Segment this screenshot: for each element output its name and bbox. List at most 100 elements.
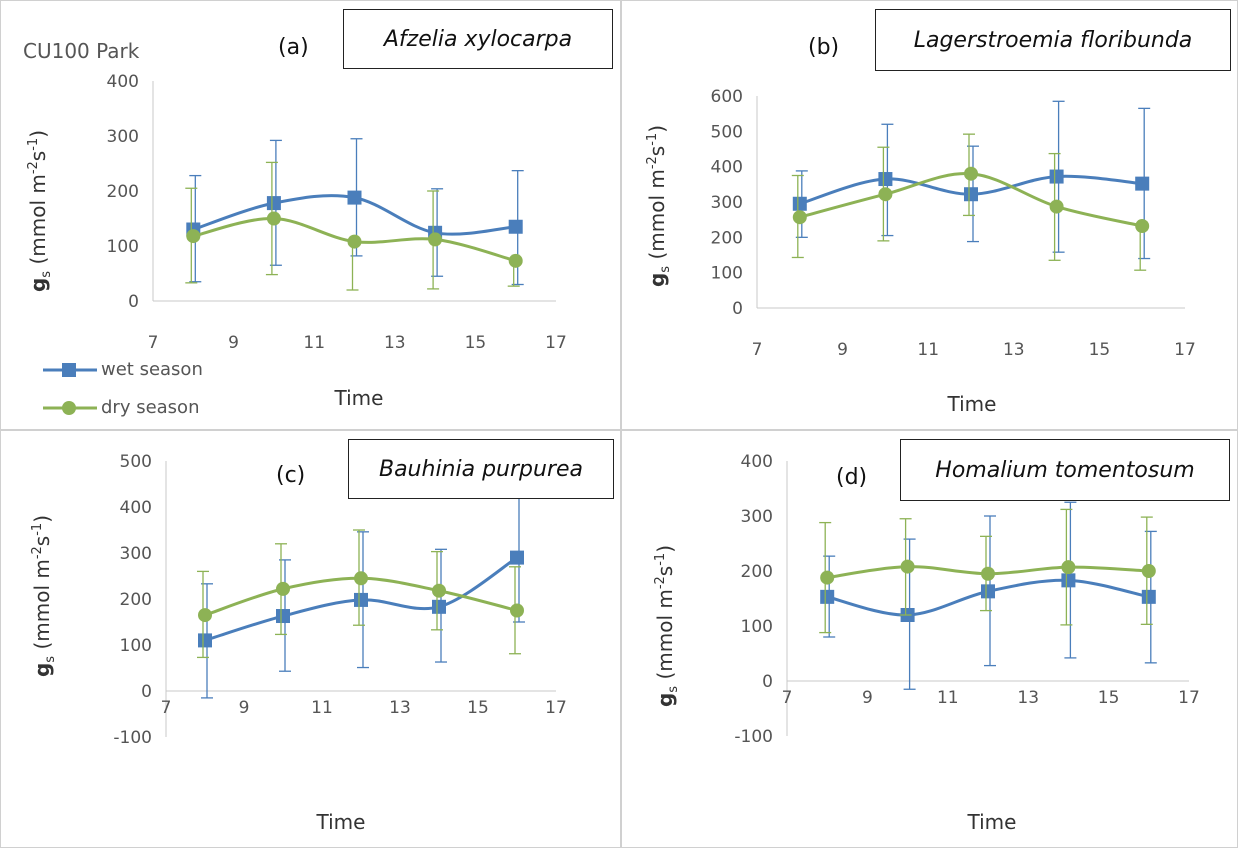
x-tick-label: 11 bbox=[303, 333, 325, 353]
y-tick-label: -100 bbox=[734, 727, 773, 747]
wet-season-point bbox=[347, 190, 362, 205]
wet-season-point bbox=[964, 187, 978, 202]
wet-season-point bbox=[981, 584, 995, 599]
dry-season-point bbox=[792, 210, 807, 225]
dry-season-point bbox=[900, 559, 915, 574]
dry-season-point bbox=[186, 229, 201, 244]
y-tick-label: 200 bbox=[107, 182, 139, 202]
wet-season-point bbox=[276, 609, 290, 624]
chart-panel-c: -100 0 100 200 300 400 500 7 9 11 13 15 17 Time gs (mm… bbox=[0, 430, 621, 848]
y-tick-label: 200 bbox=[120, 590, 152, 610]
dry-season-point bbox=[432, 583, 446, 598]
x-tick-label: 9 bbox=[228, 333, 239, 353]
dry-season-point bbox=[981, 566, 995, 581]
x-tick-label: 7 bbox=[148, 333, 159, 353]
dry-season-point bbox=[198, 608, 212, 623]
x-tick-label: 11 bbox=[917, 340, 939, 360]
dry-season-point bbox=[1061, 560, 1076, 575]
dry-season-point bbox=[266, 211, 281, 226]
y-tick-label: 300 bbox=[711, 193, 743, 213]
species-box-d: Homalium tomentosum bbox=[900, 439, 1230, 501]
y-tick-label: 400 bbox=[711, 158, 743, 178]
panel-letter-d: (d) bbox=[836, 465, 868, 490]
panel-letter-a: (a) bbox=[278, 35, 309, 60]
dry-season-point bbox=[508, 253, 523, 268]
x-axis-label: Time bbox=[967, 810, 1017, 834]
wet-season-point bbox=[1061, 573, 1076, 588]
wet-season-point bbox=[508, 219, 523, 234]
y-tick-label: 400 bbox=[120, 498, 152, 518]
x-tick-label: 9 bbox=[862, 688, 873, 708]
x-tick-label: 17 bbox=[545, 698, 567, 718]
legend-item-dry: dry season bbox=[41, 397, 199, 418]
wet-season-point bbox=[820, 589, 835, 604]
x-tick-label: 15 bbox=[467, 698, 489, 718]
y-tick-label: 500 bbox=[120, 452, 152, 472]
legend-item-wet: wet season bbox=[41, 359, 203, 380]
y-tick-label: 0 bbox=[141, 682, 152, 702]
y-tick-label: 100 bbox=[711, 264, 743, 284]
y-tick-label: 200 bbox=[711, 228, 743, 248]
wet-season-point bbox=[1135, 176, 1150, 191]
dry-season-point bbox=[878, 187, 893, 202]
y-tick-label: 500 bbox=[711, 122, 743, 142]
y-tick-label: 300 bbox=[120, 544, 152, 564]
wet-season-point bbox=[1141, 589, 1156, 604]
wet-season-point bbox=[792, 196, 807, 211]
y-tick-label: 300 bbox=[741, 507, 773, 527]
y-tick-label: 400 bbox=[107, 72, 139, 92]
chart-svg-d: -100 0 100 200 300 400 7 9 11 13 15 17 Time gs (mmol … bbox=[653, 452, 1200, 834]
y-tick-label: 600 bbox=[711, 87, 743, 107]
y-axis-label: gs (mmol m-2s-1) bbox=[645, 125, 673, 287]
x-axis-label: Time bbox=[334, 386, 384, 410]
wet-season-point bbox=[878, 172, 893, 187]
y-tick-label: 100 bbox=[741, 617, 773, 637]
x-tick-label: 13 bbox=[389, 698, 411, 718]
x-tick-label: 9 bbox=[837, 340, 848, 360]
y-tick-label: 400 bbox=[741, 452, 773, 472]
legend-wet-label: wet season bbox=[101, 359, 203, 380]
y-tick-label: 200 bbox=[741, 562, 773, 582]
dry-season-point bbox=[964, 166, 978, 181]
y-tick-label: 100 bbox=[107, 237, 139, 257]
wet-season-point bbox=[1049, 169, 1064, 184]
chart-svg-c: -100 0 100 200 300 400 500 7 9 11 13 15 17 Time gs (mm… bbox=[30, 452, 567, 834]
x-tick-label: 7 bbox=[752, 340, 763, 360]
site-label: CU100 Park bbox=[23, 39, 140, 63]
y-tick-label: 0 bbox=[128, 292, 139, 312]
x-tick-label: 9 bbox=[239, 698, 250, 718]
chart-svg-b: 0 100 200 300 400 500 600 7 9 11 13 15 17 Time gs (mmo… bbox=[645, 87, 1196, 416]
legend-wet-symbol bbox=[43, 362, 97, 377]
x-tick-label: 15 bbox=[1089, 340, 1111, 360]
dry-season-point bbox=[820, 570, 835, 585]
dry-season-point bbox=[1049, 199, 1064, 214]
species-box-c: Bauhinia purpurea bbox=[348, 439, 614, 499]
y-axis-label: gs (mmol m-2s-1) bbox=[26, 130, 54, 292]
x-tick-label: 15 bbox=[465, 333, 487, 353]
chart-panel-d: -100 0 100 200 300 400 7 9 11 13 15 17 Time gs (mmol … bbox=[621, 430, 1238, 848]
species-box-a: Afzelia xylocarpa bbox=[343, 9, 613, 69]
y-tick-label: 100 bbox=[120, 636, 152, 656]
x-tick-label: 11 bbox=[937, 688, 959, 708]
x-tick-label: 11 bbox=[311, 698, 333, 718]
x-tick-label: 13 bbox=[1003, 340, 1025, 360]
dry-season-point bbox=[347, 234, 362, 249]
y-tick-label: 0 bbox=[732, 299, 743, 319]
dry-season-point bbox=[428, 232, 443, 247]
legend-dry-label: dry season bbox=[101, 397, 200, 418]
dry-season-point bbox=[354, 571, 368, 586]
dry-error-bar bbox=[1134, 226, 1147, 271]
y-tick-label: 0 bbox=[762, 672, 773, 692]
wet-season-point bbox=[198, 633, 212, 648]
y-axis-label: gs (mmol m-2s-1) bbox=[653, 545, 681, 707]
wet-season-point bbox=[354, 592, 368, 607]
chart-panel-b: 0 100 200 300 400 500 600 7 9 11 13 15 17 Time gs (mmo… bbox=[621, 0, 1238, 430]
panel-letter-b: (b) bbox=[808, 35, 840, 60]
x-tick-label: 13 bbox=[1017, 688, 1039, 708]
x-tick-label: 15 bbox=[1098, 688, 1120, 708]
panel-letter-c: (c) bbox=[276, 463, 306, 488]
wet-season-point bbox=[510, 550, 524, 565]
dry-error-bar bbox=[346, 241, 359, 291]
dry-season-point bbox=[276, 581, 290, 596]
x-tick-label: 17 bbox=[1178, 688, 1200, 708]
